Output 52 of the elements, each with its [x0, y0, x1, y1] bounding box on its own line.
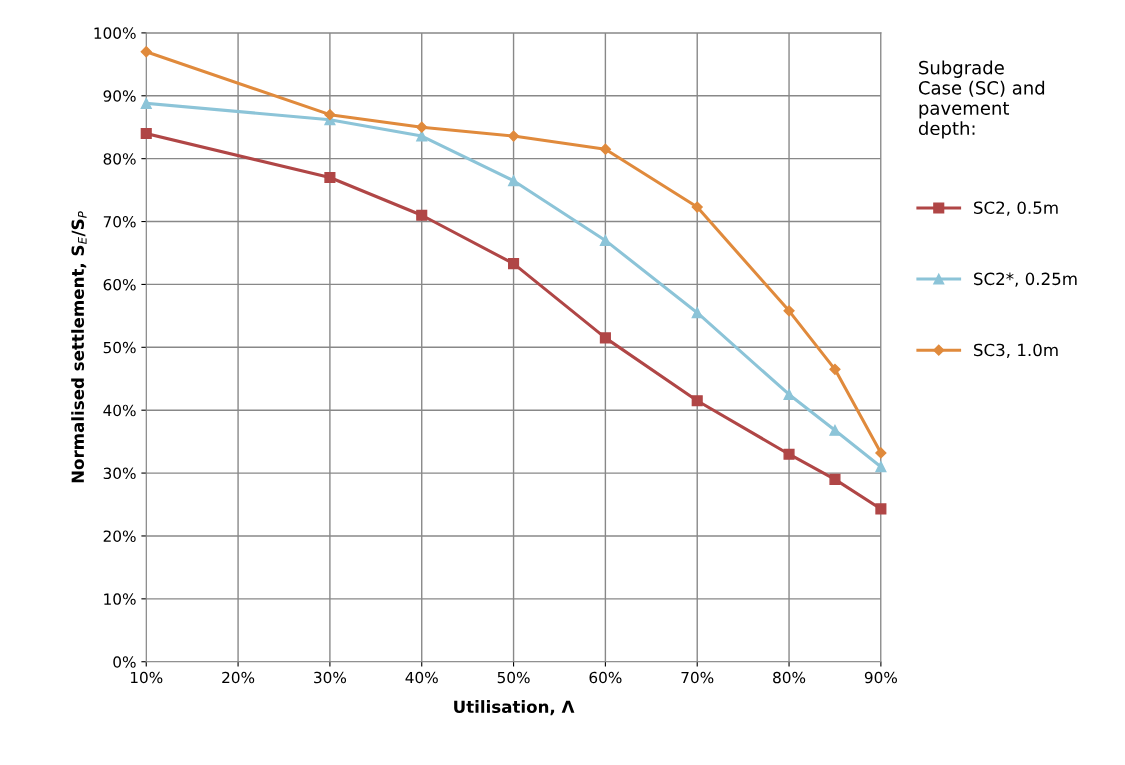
point [140, 127, 152, 140]
point [140, 97, 152, 109]
y-tick-label: 30% [103, 467, 136, 480]
point [691, 307, 703, 319]
legend-label: SC2*, 0.25m [974, 272, 1077, 287]
point [691, 201, 703, 213]
x-tick-label: 40% [405, 671, 438, 684]
point [508, 258, 520, 270]
x-tick-label: 50% [497, 671, 530, 684]
point [829, 424, 841, 436]
point [508, 175, 520, 187]
x-tick-label: 60% [589, 671, 622, 684]
legend-label: SC3, 1.0m [974, 343, 1058, 358]
point [324, 171, 336, 184]
point [783, 305, 795, 317]
y-axis-title: Normalised settlement, S$_{E}$/S$_{P}$ [71, 211, 87, 483]
point [829, 363, 841, 375]
point [783, 388, 795, 401]
x-tick-label: 20% [222, 671, 255, 684]
point [416, 130, 428, 142]
y-tick-label: 10% [104, 593, 136, 605]
y-tick-label: 100% [94, 27, 136, 39]
point [507, 130, 520, 142]
x-axis-title: Utilisation, Λ [454, 700, 575, 716]
point [416, 209, 428, 221]
point [875, 503, 887, 515]
x-tick-label: 10% [130, 671, 163, 684]
point [875, 461, 887, 473]
point [599, 332, 611, 344]
point [875, 447, 887, 459]
point [691, 395, 703, 407]
legend-title: Subgrade Case (SC) and pavement depth: [918, 60, 1045, 139]
point [599, 234, 611, 246]
x-tick-label: 30% [314, 671, 347, 684]
point [140, 46, 152, 58]
y-tick-label: 0% [113, 656, 136, 668]
point [783, 448, 795, 460]
point [416, 121, 428, 133]
y-tick-label: 60% [103, 278, 136, 291]
y-tick-label: 40% [103, 404, 136, 417]
point [599, 143, 611, 155]
y-tick-label: 90% [103, 90, 136, 102]
point [324, 109, 336, 121]
y-tick-label: 50% [103, 341, 136, 354]
point [829, 473, 841, 485]
x-tick-label: 90% [864, 671, 898, 684]
x-tick-label: 70% [681, 671, 714, 684]
y-tick-label: 80% [103, 153, 136, 165]
x-tick-label: 80% [773, 671, 806, 684]
legend-label: SC2, 0.5m [974, 201, 1058, 216]
y-tick-label: 70% [103, 216, 136, 228]
y-tick-label: 20% [103, 530, 136, 542]
